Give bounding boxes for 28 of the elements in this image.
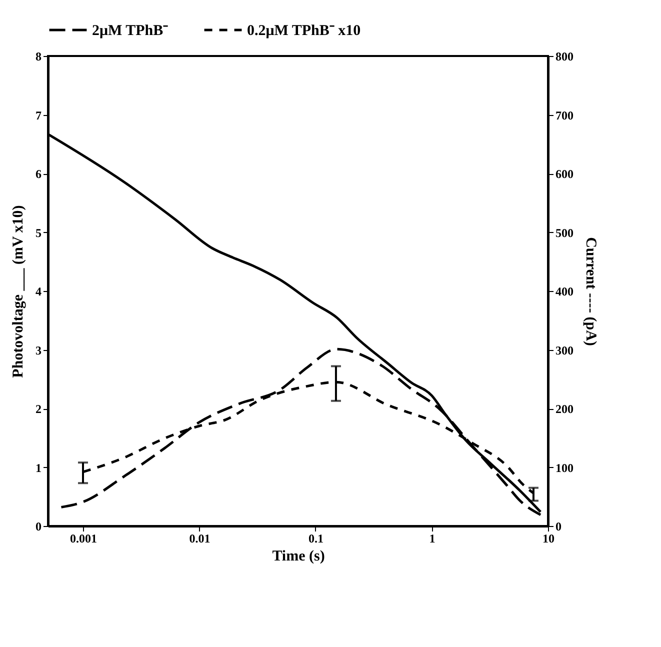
y2-tick-label: 400 (556, 284, 574, 298)
y2-tick-label: 0 (556, 520, 562, 534)
y2-tick-label: 500 (556, 226, 574, 240)
y-tick-label: 1 (36, 460, 42, 475)
x-axis-title: Time (s) (272, 548, 325, 564)
legend-label: 0.2μM TPhB⁻ x10 (247, 23, 361, 39)
legend-label: 2μM TPhB⁻ (92, 23, 168, 39)
x-tick-label: 0.1 (308, 532, 324, 546)
y-tick-label: 3 (36, 343, 42, 358)
y-tick-label: 8 (36, 50, 42, 64)
y2-tick-label: 800 (556, 50, 574, 64)
x-tick-label: 0.001 (70, 532, 97, 546)
y2-tick-label: 200 (556, 402, 574, 416)
y2-tick-label: 100 (556, 460, 574, 475)
x-tick-label: 1 (429, 532, 436, 546)
y2-tick-label: 700 (556, 108, 574, 122)
x-tick-label: 0.01 (189, 532, 210, 546)
y2-tick-label: 300 (556, 343, 574, 358)
y-tick-label: 5 (36, 226, 42, 240)
y2-tick-label: 600 (556, 167, 574, 181)
y-tick-label: 6 (36, 167, 42, 181)
y-tick-label: 0 (36, 520, 42, 534)
x-tick-label: 10 (542, 532, 554, 546)
y-tick-label: 2 (36, 402, 42, 416)
y-axis-title: Photovoltage ___ (mV x10) (10, 205, 26, 378)
y2-axis-title: Current ---- (pA) (582, 237, 598, 346)
y-tick-label: 4 (36, 284, 42, 298)
y-tick-label: 7 (36, 108, 42, 122)
